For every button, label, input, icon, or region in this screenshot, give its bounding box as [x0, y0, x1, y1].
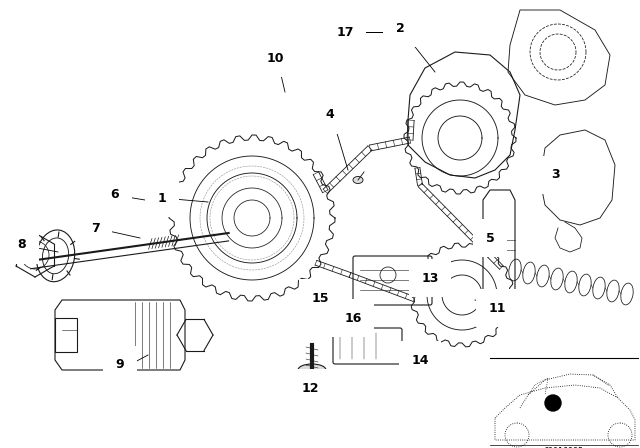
Circle shape	[545, 395, 561, 411]
Circle shape	[359, 315, 365, 321]
Bar	[55, 318, 77, 352]
Text: 10: 10	[266, 52, 284, 65]
Text: 17: 17	[336, 26, 354, 39]
Text: 7: 7	[91, 221, 99, 234]
Ellipse shape	[353, 177, 363, 184]
Text: 4: 4	[326, 108, 334, 121]
Text: 5: 5	[486, 232, 494, 245]
Text: 13: 13	[421, 271, 438, 284]
Text: 11: 11	[488, 302, 506, 314]
Text: 2: 2	[396, 22, 404, 34]
Text: 16: 16	[344, 311, 362, 324]
Ellipse shape	[298, 364, 326, 376]
Text: 8: 8	[18, 238, 26, 251]
Text: 6: 6	[111, 189, 119, 202]
Text: 9: 9	[116, 358, 124, 371]
Text: C0016995: C0016995	[543, 447, 583, 448]
Text: 12: 12	[301, 382, 319, 395]
Text: 14: 14	[412, 353, 429, 366]
Text: 1: 1	[157, 191, 166, 204]
Circle shape	[386, 23, 404, 41]
Text: 3: 3	[550, 168, 559, 181]
Text: 15: 15	[311, 292, 329, 305]
Circle shape	[355, 311, 369, 325]
